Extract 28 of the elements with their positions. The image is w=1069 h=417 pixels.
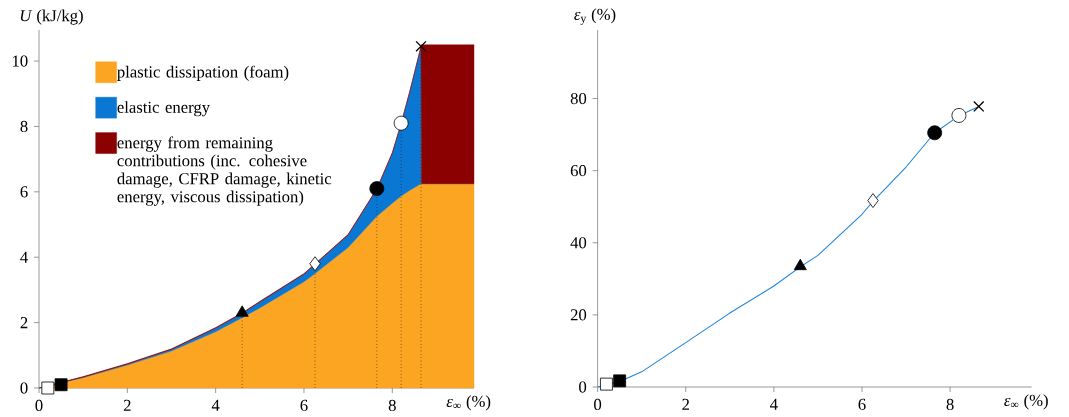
legend-label: elastic energy: [117, 101, 210, 117]
y-tick-label: 0: [20, 382, 28, 394]
x-tick-label: 2: [123, 399, 131, 411]
y-tick-label: 40: [570, 237, 587, 249]
y-tick-label: 8: [20, 120, 28, 133]
x-tick-label: 0: [594, 398, 602, 411]
x-tick-label: 6: [300, 399, 308, 412]
y-tick-label: 20: [570, 309, 587, 321]
x-tick-label: 8: [946, 398, 954, 411]
y-tick-label: 4: [20, 251, 28, 263]
legend-label: energy from remaining contributions (inc. cohesive damage, CFRP damage, kinetic energy, viscous dissipation): [117, 136, 332, 206]
y-tick-label: 6: [20, 186, 28, 198]
y-tick-label: 80: [570, 92, 587, 105]
y-tick-label: 0: [579, 381, 587, 393]
y-axis-title: ε$_{y}$ (%): [574, 8, 616, 25]
x-tick-label: 4: [211, 399, 220, 411]
x-tick-label: 6: [858, 398, 866, 411]
x-tick-label: 8: [388, 399, 396, 412]
x-tick-label: 0: [35, 399, 43, 412]
x-tick-label: 2: [682, 398, 689, 410]
x-tick-label: 4: [770, 398, 778, 410]
y-tick-label: 10: [12, 55, 28, 67]
legend-label: plastic dissipation (foam): [117, 65, 289, 81]
y-tick-label: 2: [20, 317, 28, 329]
y-axis-title: U (kJ/kg): [20, 9, 83, 25]
x-axis-title: ε$_{∞}$ (%): [1004, 394, 1048, 410]
x-axis-title: ε$_{∞}$ (%): [446, 395, 491, 411]
y-tick-label: 60: [570, 165, 587, 177]
